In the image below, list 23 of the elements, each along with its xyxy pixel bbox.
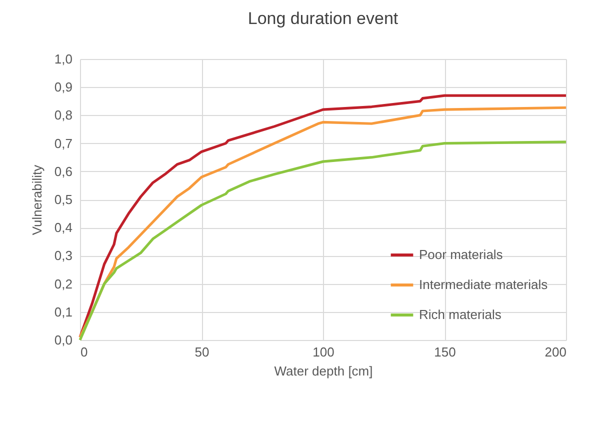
x-tick-label: 0 [80,344,88,360]
y-tick-label: 0,2 [54,276,72,292]
x-tick-label: 150 [434,344,456,360]
legend-label: Rich materials [419,307,502,322]
x-tick-label: 50 [194,344,210,360]
y-tick-label: 0,4 [54,220,72,236]
y-axis-title: Vulnerability [29,164,44,236]
chart-title: Long duration event [248,9,398,28]
y-tick-label: 0,3 [54,248,72,264]
line-series [78,140,568,342]
y-tick-label: 0,0 [54,332,72,348]
y-tick-label: 0,7 [54,136,72,151]
y-tick-label: 0,5 [54,192,72,207]
x-tick-label: 100 [312,344,334,360]
y-tick-label: 0,1 [54,304,72,320]
y-tick-label: 0,9 [54,80,72,95]
y-tick-label: 0,6 [54,164,72,179]
legend-label: Intermediate materials [419,277,548,292]
y-tick-label: 1,0 [54,52,72,66]
x-tick-label: 200 [544,344,566,360]
y-tick-label: 0,8 [54,108,72,123]
x-axis-title: Water depth [cm] [274,364,373,378]
legend-label: Poor materials [419,247,504,262]
